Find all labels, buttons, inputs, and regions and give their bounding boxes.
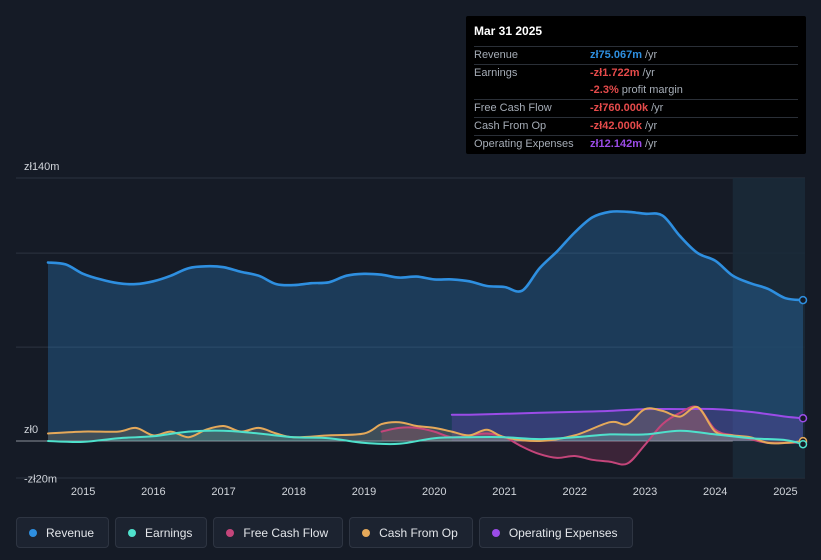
x-tick-label: 2015 [71,486,95,498]
line-revenue [46,210,805,302]
x-tick-label: 2018 [282,486,306,498]
tooltip-date: Mar 31 2025 [474,24,543,38]
area-earnings [48,430,803,445]
legend-dot-icon [362,528,371,537]
series-lines [46,210,805,466]
tooltip-row-unit: /yr [642,67,655,79]
tooltip-row-label: Earnings [474,67,518,79]
tooltip-row-label: Free Cash Flow [474,102,552,114]
area-revenue [48,211,803,441]
end-marker-opex [798,414,808,423]
legend-item-operating-expenses[interactable]: Operating Expenses [478,517,633,548]
legend-item-free-cash-flow[interactable]: Free Cash Flow [213,517,344,548]
x-tick-label: 2021 [492,486,516,498]
legend-label: Free Cash Flow [243,525,329,540]
tooltip-row-value: zł12.142m [590,138,642,150]
tooltip-row: Revenue zł75.067m/yr [474,46,798,64]
x-tick-label: 2020 [422,486,446,498]
x-axis: 2015 2016 2017 2018 2019 2020 2021 2022 2023 2024… [71,486,798,498]
x-tick-label: 2025 [773,486,797,498]
tooltip-row-unit: /yr [644,120,658,132]
line-earnings [47,429,804,446]
x-tick-label: 2024 [703,486,727,498]
legend-dot-icon [29,528,37,537]
end-marker-revenue [798,295,808,305]
tooltip-row-unit: /yr [644,138,658,150]
x-tick-label: 2023 [633,486,657,498]
x-tick-label: 2017 [211,486,235,498]
legend-item-cash-from-op[interactable]: Cash From Op [349,517,473,548]
chart-canvas: zł140m zł0 -zł20m 2015 2016 2017 2018 2019 2020… [16,161,808,498]
tooltip-row-label: Cash From Op [474,120,547,132]
tooltip-row-unit: profit margin [621,84,683,96]
end-markers [798,295,808,449]
tooltip-row-value: -zł1.722m [590,67,640,79]
legend-item-revenue[interactable]: Revenue [16,517,110,548]
tooltip-row: Operating Expenses zł12.142m/yr [474,135,798,153]
end-marker-earnings [798,439,808,449]
tooltip-row-value: -zł42.000k [590,120,642,132]
legend-dot-icon [226,528,235,537]
legend-label: Earnings [145,525,193,540]
area-fcf [381,406,803,465]
line-cfo [47,405,804,445]
tooltip-row-value: -zł760.000k [590,102,649,114]
gridlines [16,177,805,479]
legend-label: Operating Expenses [508,525,618,540]
legend-dot-icon [128,528,137,537]
tooltip-row: Earnings -zł1.722m/yr [474,64,798,82]
y-axis: zł140m zł0 -zł20m [24,161,59,486]
tooltip-row-value: -2.3% [590,84,619,96]
forecast-highlight-band [732,178,805,478]
tooltip-row-label [474,82,590,99]
x-tick-label: 2016 [141,486,165,498]
tooltip-row-value: zł75.067m [590,49,642,61]
legend-label: Cash From Op [379,525,458,540]
line-opex [450,407,804,420]
tooltip-panel: Mar 31 2025 Revenue zł75.067m/yr Earnings -… [466,16,806,154]
y-tick-label: zł140m [24,161,59,173]
tooltip-row-unit: /yr [651,102,664,114]
legend: Revenue Earnings Free Cash Flow Cash From O… [16,517,633,548]
legend-dot-icon [491,528,500,537]
legend-label: Revenue [46,525,95,540]
y-tick-label: -zł20m [24,474,57,486]
tooltip-row-label: Operating Expenses [474,138,574,150]
x-tick-label: 2019 [352,486,376,498]
tooltip-row-label: Revenue [474,49,519,61]
tooltip-row: Cash From Op -zł42.000k/yr [474,117,798,135]
x-tick-label: 2022 [563,486,587,498]
tooltip-row-unit: /yr [644,49,658,61]
tooltip-row: -2.3% profit margin [474,82,798,99]
y-tick-label: zł0 [24,424,38,436]
legend-item-earnings[interactable]: Earnings [115,517,208,548]
tooltip-row: Free Cash Flow -zł760.000k/yr [474,99,798,117]
